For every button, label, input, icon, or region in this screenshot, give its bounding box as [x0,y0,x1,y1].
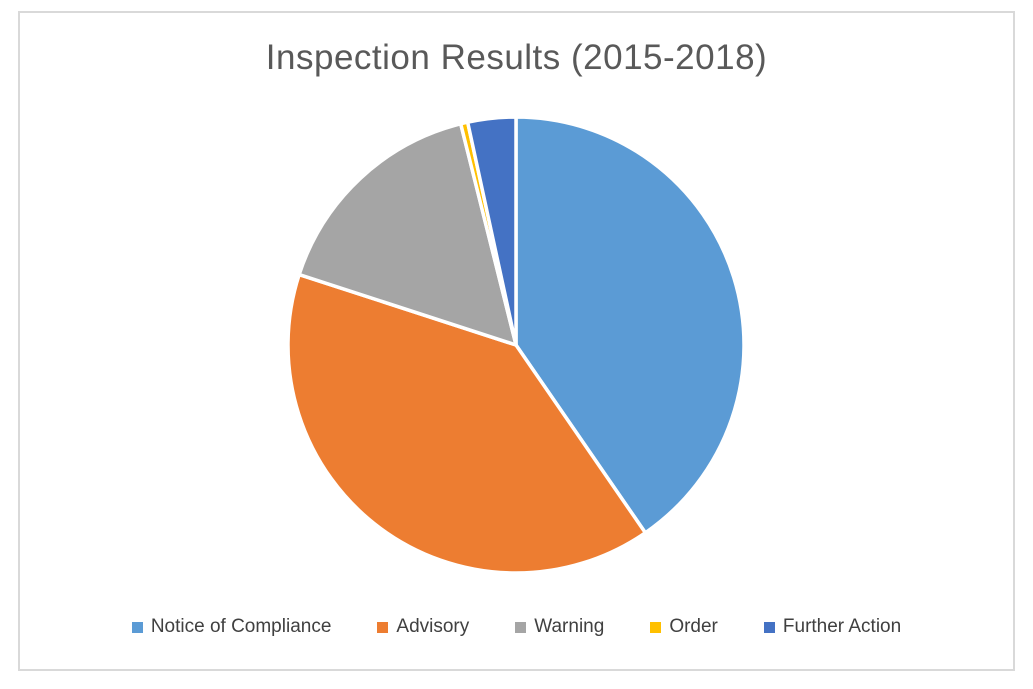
legend-item-warning: Warning [515,616,604,638]
legend-marker-notice-of-compliance-icon [131,621,143,633]
pie-slice-notice-of-compliance [514,115,746,535]
pie-slice-advisory [286,272,648,575]
legend-label-warning: Warning [534,616,605,637]
legend-marker-warning-icon [515,621,527,633]
legend-marker-further-action-icon [763,621,775,633]
legend-item-advisory: Advisory [377,616,469,638]
legend-marker-advisory-icon [377,621,389,633]
legend-label-further-action: Further Action [782,616,902,637]
legend-item-notice-of-compliance: Notice of Compliance [131,616,332,638]
legend-item-order: Order [650,616,718,638]
chart-legend: Notice of Compliance Advisory Warning Or… [0,616,1033,638]
pie-slice-further-action [465,115,518,347]
pie-chart [286,115,746,575]
legend-label-order: Order [669,616,718,637]
legend-marker-order-icon [650,621,662,633]
legend-label-advisory: Advisory [396,616,470,637]
legend-item-further-action: Further Action [763,616,902,638]
chart-title: Inspection Results (2015-2018) [265,38,768,77]
legend-label-notice-of-compliance: Notice of Compliance [150,616,332,637]
pie-slice-warning [297,122,518,347]
